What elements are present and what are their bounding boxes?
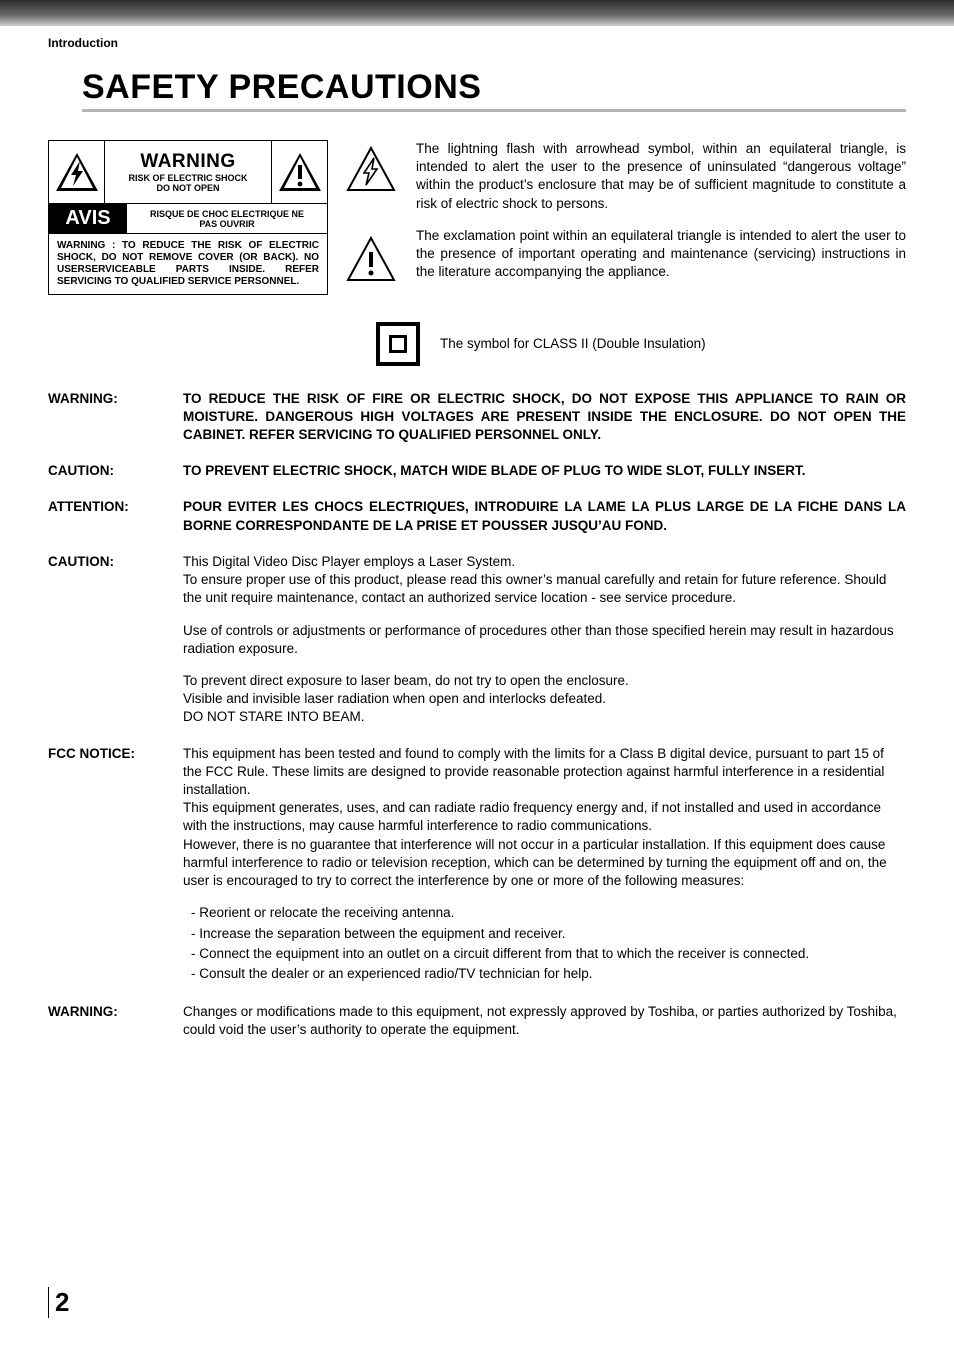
side-icon-column bbox=[346, 140, 398, 296]
def-paragraph: POUR EVITER LES CHOCS ELECTRIQUES, INTRO… bbox=[183, 498, 906, 534]
def-bullet-item: Increase the separation between the equi… bbox=[191, 925, 906, 943]
lightning-triangle-icon bbox=[54, 149, 100, 195]
def-body: Changes or modifications made to this eq… bbox=[183, 1003, 906, 1039]
class2-symbol-icon bbox=[376, 322, 420, 366]
top-gradient-band bbox=[0, 0, 954, 26]
avis-text: RISQUE DE CHOC ELECTRIQUE NE PAS OUVRIR bbox=[127, 204, 327, 233]
def-paragraph: This equipment has been tested and found… bbox=[183, 745, 906, 891]
def-paragraph: To prevent direct exposure to laser beam… bbox=[183, 672, 906, 727]
exclaim-triangle-cell bbox=[271, 141, 327, 203]
def-label: CAUTION: bbox=[48, 462, 183, 480]
side-paragraphs: The lightning flash with arrowhead symbo… bbox=[416, 140, 906, 296]
class2-inner-square bbox=[389, 335, 407, 353]
class2-text: The symbol for CLASS II (Double Insulati… bbox=[440, 336, 706, 351]
avis-label: AVIS bbox=[49, 204, 127, 233]
definition-list: WARNING:TO REDUCE THE RISK OF FIRE OR EL… bbox=[48, 390, 906, 1040]
def-row: CAUTION:TO PREVENT ELECTRIC SHOCK, MATCH… bbox=[48, 462, 906, 480]
def-label: WARNING: bbox=[48, 390, 183, 445]
def-body: POUR EVITER LES CHOCS ELECTRIQUES, INTRO… bbox=[183, 498, 906, 534]
def-label: CAUTION: bbox=[48, 553, 183, 727]
page-content: Introduction SAFETY PRECAUTIONS WARNING … bbox=[0, 26, 954, 1040]
def-body: TO REDUCE THE RISK OF FIRE OR ELECTRIC S… bbox=[183, 390, 906, 445]
def-row: WARNING:Changes or modifications made to… bbox=[48, 1003, 906, 1039]
lightning-triangle-cell bbox=[49, 141, 105, 203]
warning-box-bottom: WARNING : TO REDUCE THE RISK OF ELECTRIC… bbox=[48, 234, 328, 295]
warning-box-stack: WARNING RISK OF ELECTRIC SHOCK DO NOT OP… bbox=[48, 140, 328, 296]
page-number: 2 bbox=[48, 1287, 69, 1318]
warning-sub1: RISK OF ELECTRIC SHOCK bbox=[128, 173, 247, 183]
side-para-2: The exclamation point within an equilate… bbox=[416, 227, 906, 282]
def-bullet-item: Connect the equipment into an outlet on … bbox=[191, 945, 906, 963]
warning-box-mid: AVIS RISQUE DE CHOC ELECTRIQUE NE PAS OU… bbox=[48, 204, 328, 234]
warning-box-center: WARNING RISK OF ELECTRIC SHOCK DO NOT OP… bbox=[105, 141, 271, 203]
warning-word: WARNING bbox=[140, 151, 235, 173]
def-row: FCC NOTICE:This equipment has been teste… bbox=[48, 745, 906, 986]
def-bullets: Reorient or relocate the receiving anten… bbox=[183, 904, 906, 983]
def-bullet-item: Consult the dealer or an experienced rad… bbox=[191, 965, 906, 983]
warning-sub2: DO NOT OPEN bbox=[156, 183, 219, 193]
def-paragraph: Changes or modifications made to this eq… bbox=[183, 1003, 906, 1039]
section-label: Introduction bbox=[48, 36, 906, 50]
def-body: This equipment has been tested and found… bbox=[183, 745, 906, 986]
def-label: FCC NOTICE: bbox=[48, 745, 183, 986]
def-row: WARNING:TO REDUCE THE RISK OF FIRE OR EL… bbox=[48, 390, 906, 445]
exclaim-triangle-icon bbox=[277, 149, 323, 195]
class2-row: The symbol for CLASS II (Double Insulati… bbox=[376, 322, 906, 366]
def-paragraph: TO PREVENT ELECTRIC SHOCK, MATCH WIDE BL… bbox=[183, 462, 906, 480]
warning-box-top: WARNING RISK OF ELECTRIC SHOCK DO NOT OP… bbox=[48, 140, 328, 204]
def-body: This Digital Video Disc Player employs a… bbox=[183, 553, 906, 727]
avis-line1: RISQUE DE CHOC ELECTRIQUE NE bbox=[150, 209, 304, 219]
avis-line2: PAS OUVRIR bbox=[199, 219, 254, 229]
top-block: WARNING RISK OF ELECTRIC SHOCK DO NOT OP… bbox=[48, 140, 906, 296]
def-body: TO PREVENT ELECTRIC SHOCK, MATCH WIDE BL… bbox=[183, 462, 906, 480]
def-label: WARNING: bbox=[48, 1003, 183, 1039]
def-row: ATTENTION:POUR EVITER LES CHOCS ELECTRIQ… bbox=[48, 498, 906, 534]
def-bullet-item: Reorient or relocate the receiving anten… bbox=[191, 904, 906, 922]
side-para-1: The lightning flash with arrowhead symbo… bbox=[416, 140, 906, 213]
def-paragraph: TO REDUCE THE RISK OF FIRE OR ELECTRIC S… bbox=[183, 390, 906, 445]
def-label: ATTENTION: bbox=[48, 498, 183, 534]
def-paragraph: Use of controls or adjustments or perfor… bbox=[183, 622, 906, 658]
def-row: CAUTION:This Digital Video Disc Player e… bbox=[48, 553, 906, 727]
page-title: SAFETY PRECAUTIONS bbox=[82, 68, 906, 107]
def-paragraph: This Digital Video Disc Player employs a… bbox=[183, 553, 906, 608]
exclaim-outline-icon bbox=[346, 234, 396, 284]
title-rule bbox=[82, 109, 906, 112]
lightning-outline-icon bbox=[346, 144, 396, 194]
